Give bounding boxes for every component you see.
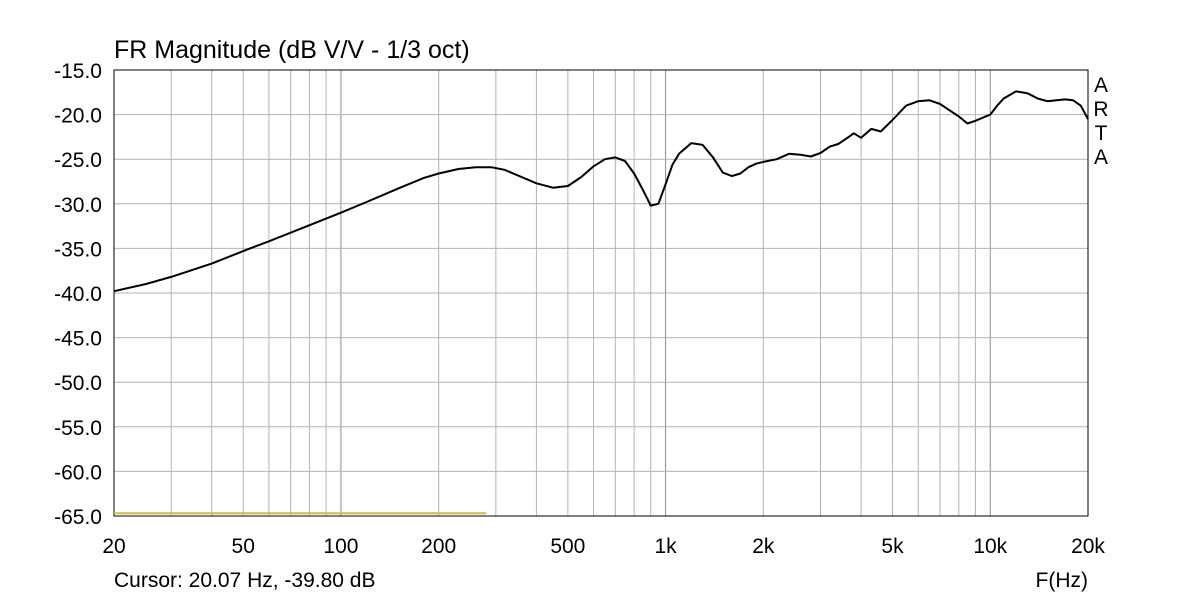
y-tick-label: -20.0	[54, 105, 102, 128]
x-tick-label: 2k	[752, 535, 775, 558]
y-tick-label: -40.0	[54, 283, 102, 306]
x-tick-label: 500	[550, 535, 585, 558]
y-tick-label: -50.0	[54, 372, 102, 395]
plot-frame	[113, 69, 1089, 517]
magnitude-curve	[113, 90, 1089, 293]
y-tick-label: -60.0	[54, 461, 102, 484]
side-label-letter: T	[1095, 122, 1108, 145]
x-tick-label: 10k	[973, 535, 1007, 558]
x-tick-labels: 20 50 100 200 500 1k 2k 5k 10k 20k	[102, 535, 1105, 558]
x-tick-label: 20	[102, 535, 125, 558]
grid-lines	[114, 69, 1088, 517]
side-label-letter: R	[1093, 98, 1108, 121]
y-tick-label: -35.0	[54, 238, 102, 261]
x-axis-label: F(Hz)	[1036, 569, 1088, 592]
x-tick-label: 5k	[881, 535, 904, 558]
y-tick-label: -25.0	[54, 149, 102, 172]
data-series	[113, 90, 1089, 515]
x-tick-label: 1k	[655, 535, 678, 558]
chart-title: FR Magnitude (dB V/V - 1/3 oct)	[114, 36, 470, 64]
cursor-readout: Cursor: 20.07 Hz, -39.80 dB	[114, 569, 375, 592]
y-tick-label: -15.0	[54, 60, 102, 83]
y-tick-labels: -15.0 -20.0 -25.0 -30.0 -35.0 -40.0 -45.0 -50.0…	[54, 60, 102, 529]
x-tick-label: 200	[421, 535, 456, 558]
y-tick-label: -30.0	[54, 194, 102, 217]
y-tick-label: -65.0	[54, 506, 102, 529]
side-label-letter: A	[1094, 74, 1108, 97]
y-tick-label: -55.0	[54, 417, 102, 440]
x-tick-label: 20k	[1071, 535, 1105, 558]
x-tick-label: 100	[323, 535, 358, 558]
x-tick-label: 50	[232, 535, 255, 558]
side-label-letter: A	[1094, 146, 1108, 169]
y-tick-label: -45.0	[54, 328, 102, 351]
